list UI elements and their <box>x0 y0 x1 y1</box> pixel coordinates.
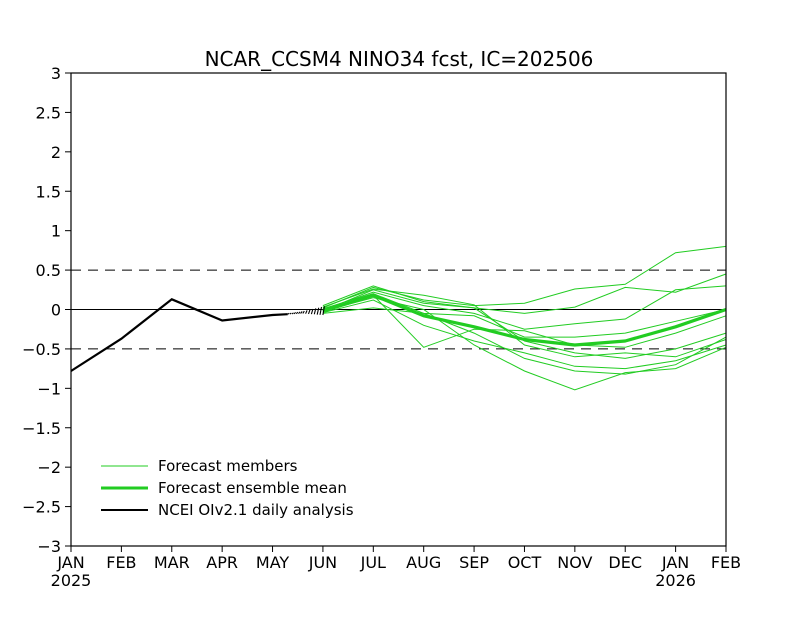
axes: 32.521.510.50−0.5−1−1.5−2−2.5−3JAN2025FE… <box>22 64 741 590</box>
legend-members-label: Forecast members <box>158 457 298 475</box>
x-tick-label: APR <box>206 553 238 572</box>
x-tick-label: JAN <box>661 553 689 572</box>
y-tick-label: −0.5 <box>22 340 61 359</box>
forecast-member-line <box>322 285 727 330</box>
forecast-member-line <box>322 297 727 391</box>
legend: Forecast members Forecast ensemble mean … <box>101 457 354 519</box>
x-tick-label: JAN <box>56 553 84 572</box>
x-tick-label: DEC <box>608 553 642 572</box>
y-tick-label: 0.5 <box>36 261 61 280</box>
legend-analysis-label: NCEI OIv2.1 daily analysis <box>158 501 354 519</box>
x-tick-year-label: 2025 <box>51 571 92 590</box>
x-tick-label: JUN <box>308 553 337 572</box>
y-tick-label: −3 <box>37 537 61 556</box>
y-tick-label: −2.5 <box>22 498 61 517</box>
forecast-member-line <box>322 299 727 370</box>
forecast-member-line <box>322 307 727 338</box>
x-tick-label: SEP <box>459 553 489 572</box>
forecast-member-line <box>322 293 727 375</box>
forecast-member-line <box>322 288 727 358</box>
x-tick-label: FEB <box>106 553 136 572</box>
plot-series <box>70 245 727 391</box>
x-tick-label: AUG <box>406 553 441 572</box>
x-tick-year-label: 2026 <box>655 571 696 590</box>
y-tick-label: 0 <box>51 301 61 320</box>
x-tick-label: NOV <box>557 553 592 572</box>
y-tick-label: 2 <box>51 143 61 162</box>
ensemble-mean-line <box>322 293 727 347</box>
y-tick-label: −1.5 <box>22 419 61 438</box>
chart-title: NCAR_CCSM4 NINO34 fcst, IC=202506 <box>205 47 594 71</box>
analysis-line <box>70 298 288 372</box>
y-tick-label: 1 <box>51 222 61 241</box>
y-tick-label: −2 <box>37 458 61 477</box>
forecast-member-line <box>322 294 727 348</box>
y-tick-label: 1.5 <box>36 182 61 201</box>
x-tick-label: FEB <box>711 553 741 572</box>
y-tick-label: −1 <box>37 379 61 398</box>
y-tick-label: 2.5 <box>36 103 61 122</box>
legend-mean-label: Forecast ensemble mean <box>158 479 347 497</box>
x-tick-label: MAR <box>154 553 190 572</box>
x-tick-label: JUL <box>360 553 386 572</box>
y-tick-label: 3 <box>51 64 61 83</box>
x-tick-label: MAY <box>256 553 290 572</box>
x-tick-label: OCT <box>508 553 542 572</box>
forecast-member-line <box>322 285 727 359</box>
analysis-daily-trace <box>287 306 325 316</box>
forecast-member-line <box>322 273 727 314</box>
reference-lines <box>71 269 726 350</box>
